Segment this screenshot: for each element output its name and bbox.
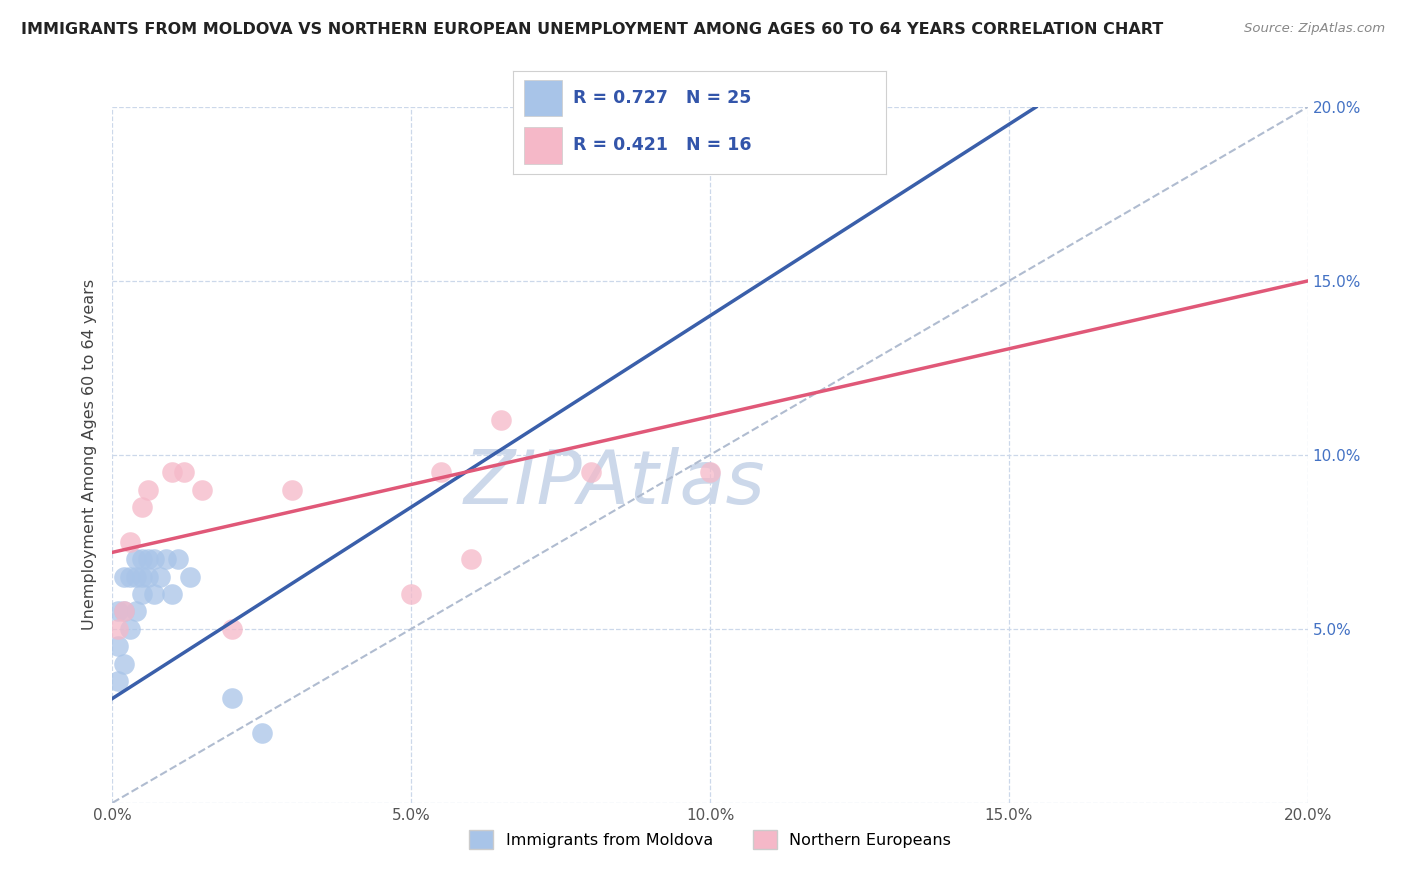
Point [250,726,273,740]
Point [120,534,142,549]
Point [173,466,195,480]
Point [131,500,153,514]
Point [125,570,148,584]
Point [114,570,135,584]
Point [114,657,135,671]
Point [579,466,602,480]
Point [149,570,172,584]
FancyBboxPatch shape [524,127,561,163]
Point [120,622,142,636]
Legend: Immigrants from Moldova, Northern Europeans: Immigrants from Moldova, Northern Europe… [461,822,959,857]
Point [131,552,153,566]
Point [401,587,423,601]
Point [460,552,482,566]
Point [107,674,129,689]
Text: ZIPAtlas: ZIPAtlas [464,447,765,519]
FancyBboxPatch shape [524,79,561,117]
Point [114,605,135,619]
Point [143,552,166,566]
Point [107,639,129,653]
Point [138,570,160,584]
Point [138,552,160,566]
Point [143,587,166,601]
Point [125,552,148,566]
Point [489,413,512,427]
Point [107,622,129,636]
Point [221,691,243,706]
Text: Source: ZipAtlas.com: Source: ZipAtlas.com [1244,22,1385,36]
Point [191,483,214,497]
Point [155,552,177,566]
Y-axis label: Unemployment Among Ages 60 to 64 years: Unemployment Among Ages 60 to 64 years [82,279,97,631]
Point [430,466,453,480]
Point [138,483,160,497]
Point [125,605,148,619]
Point [131,587,153,601]
Point [131,570,153,584]
Text: IMMIGRANTS FROM MOLDOVA VS NORTHERN EUROPEAN UNEMPLOYMENT AMONG AGES 60 TO 64 YE: IMMIGRANTS FROM MOLDOVA VS NORTHERN EURO… [21,22,1163,37]
Point [107,605,129,619]
Point [114,605,135,619]
Point [162,466,183,480]
Point [179,570,201,584]
Text: R = 0.727   N = 25: R = 0.727 N = 25 [572,89,751,107]
Point [167,552,190,566]
Text: R = 0.421   N = 16: R = 0.421 N = 16 [572,136,751,154]
Point [162,587,183,601]
Point [221,622,243,636]
Point [281,483,304,497]
Point [120,570,142,584]
Point [699,466,721,480]
